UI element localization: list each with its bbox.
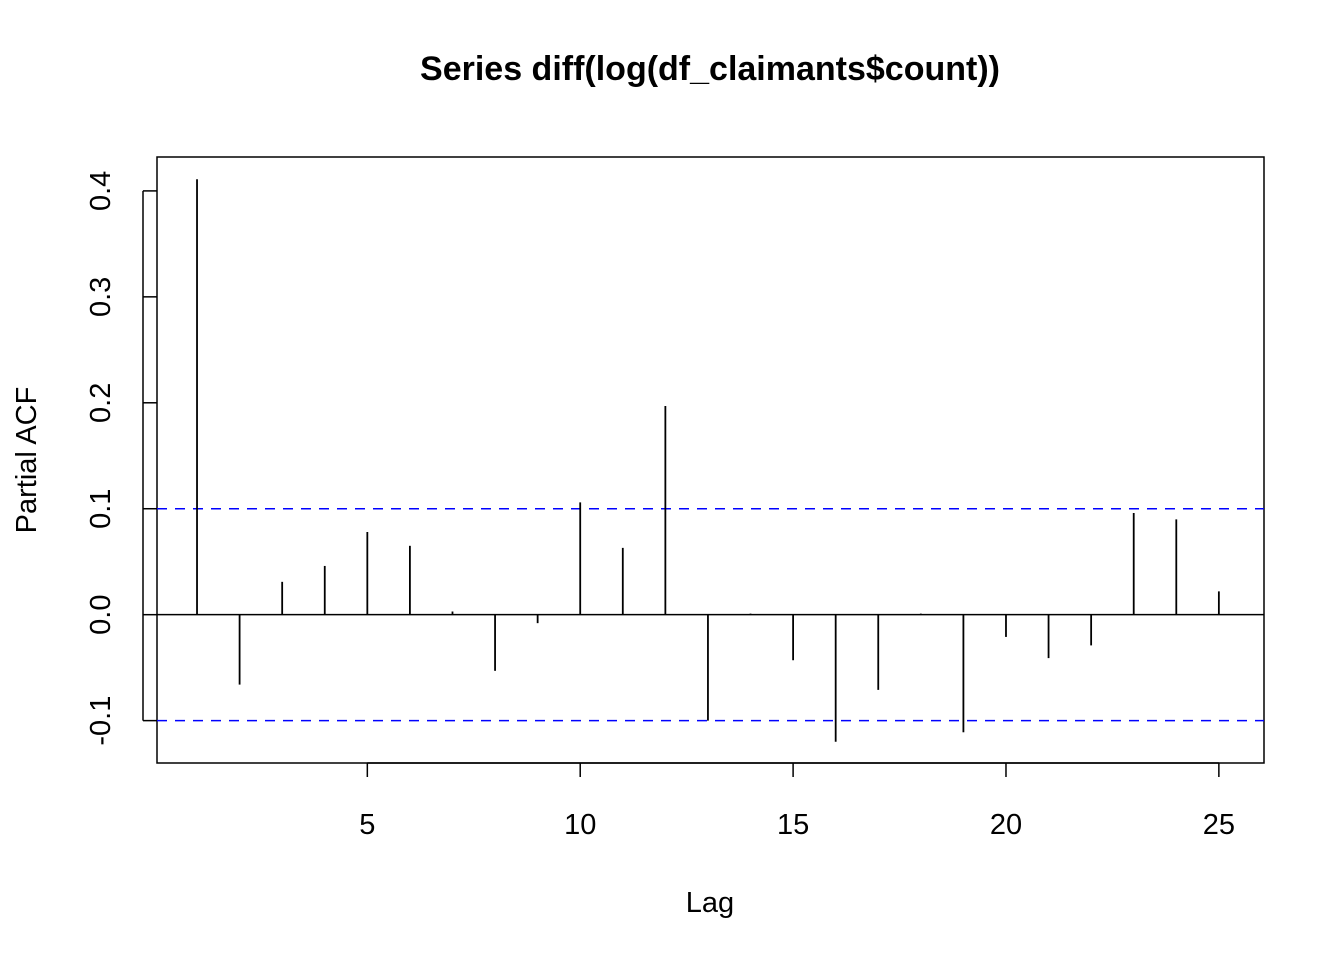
x-tick-label: 25	[1203, 809, 1235, 841]
x-tick-label: 10	[564, 809, 596, 841]
plot-frame	[156, 156, 1265, 764]
y-tick-label: 0.4	[85, 171, 117, 211]
y-axis-label: Partial ACF	[11, 387, 43, 534]
y-tick-label: 0.2	[85, 383, 117, 423]
chart-title: Series diff(log(df_claimants$count))	[420, 50, 1000, 88]
x-tick-label: 5	[359, 809, 375, 841]
y-tick-label: 0.1	[85, 489, 117, 529]
y-tick-label: 0.0	[85, 595, 117, 635]
x-axis-label: Lag	[686, 887, 734, 919]
y-tick-label: -0.1	[85, 696, 117, 746]
x-tick-label: 15	[777, 809, 809, 841]
y-tick-label: 0.3	[85, 277, 117, 317]
x-tick-label: 20	[990, 809, 1022, 841]
chart-marks: -0.1 0.0 0.1 0.2 0.3 0.4 5 10 15 20 25	[85, 171, 1264, 841]
